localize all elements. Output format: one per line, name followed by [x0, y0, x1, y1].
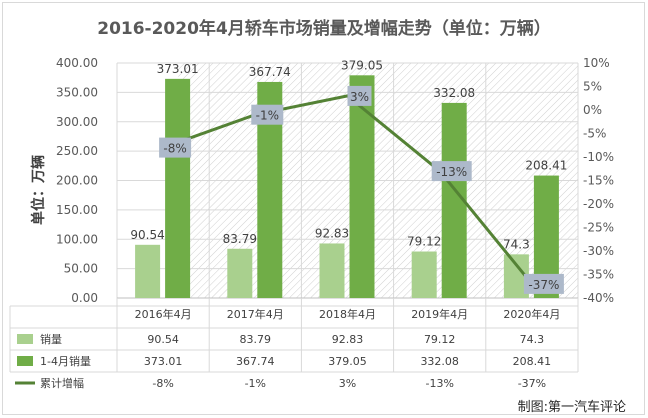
table-cell: 332.08	[420, 355, 459, 368]
y-tick-label: 300.00	[56, 115, 98, 129]
table-cell: 373.01	[144, 355, 183, 368]
table-cell: 79.12	[424, 333, 456, 346]
x-tick-label: 2019年4月	[411, 307, 468, 321]
credit-text: 制图:第一汽车评论	[517, 400, 626, 415]
bar-label-cumulative: 332.08	[433, 86, 475, 100]
growth-label-box	[523, 273, 564, 294]
table-cell: 367.74	[236, 355, 275, 368]
y-tick-label: 250.00	[56, 144, 98, 158]
growth-label-box	[159, 137, 192, 158]
table-row-label: 累计增幅	[40, 376, 84, 390]
growth-label-box	[251, 104, 284, 125]
table-cell: 90.54	[147, 333, 179, 346]
bar-label-cumulative: 373.01	[157, 62, 199, 76]
bar-cumulative-sales	[349, 75, 375, 298]
y-tick-label: 400.00	[56, 56, 98, 70]
x-tick-label: 2016年4月	[135, 307, 192, 321]
y2-tick-label: -30%	[583, 244, 614, 258]
y2-tick-label: -10%	[583, 150, 614, 164]
bar-label-monthly: 79.12	[407, 235, 441, 249]
chart-title: 2016-2020年4月轿车市场销量及增幅走势（单位：万辆）	[97, 19, 551, 39]
bar-monthly-sales	[227, 248, 253, 298]
bar-label-cumulative: 367.74	[249, 65, 291, 79]
bar-cumulative-sales	[165, 78, 191, 298]
y2-tick-label: -40%	[583, 291, 614, 305]
bar-monthly-sales	[411, 251, 437, 298]
growth-label: 3%	[350, 90, 369, 104]
y2-tick-label: -25%	[583, 221, 614, 235]
growth-label: -1%	[256, 109, 279, 123]
y-tick-label: 200.00	[56, 174, 98, 188]
y2-tick-label: 5%	[583, 80, 602, 94]
table-cell: -37%	[518, 377, 546, 390]
y2-tick-label: -15%	[583, 174, 614, 188]
table-cell: -13%	[425, 377, 453, 390]
legend-swatch	[17, 334, 33, 344]
table-cell: 3%	[339, 377, 356, 390]
bar-label-monthly: 90.54	[130, 228, 164, 242]
bar-label-cumulative: 379.05	[341, 58, 383, 72]
bar-label-cumulative: 208.41	[525, 159, 567, 173]
table-cell: 74.3	[520, 333, 545, 346]
y-tick-label: 50.00	[64, 262, 98, 276]
growth-label-box	[347, 85, 372, 106]
table-cell: -8%	[152, 377, 173, 390]
table-row-label: 1-4月销量	[40, 354, 91, 368]
bar-label-monthly: 83.79	[223, 232, 257, 246]
x-tick-label: 2018年4月	[319, 307, 376, 321]
y-tick-label: 350.00	[56, 85, 98, 99]
table-cell: 208.41	[513, 355, 552, 368]
x-tick-label: 2020年4月	[503, 307, 560, 321]
bar-label-monthly: 92.83	[315, 226, 349, 240]
growth-label: -13%	[436, 165, 467, 179]
x-tick-label: 2017年4月	[227, 307, 284, 321]
bar-label-monthly: 74.3	[503, 237, 530, 251]
table-cell: -1%	[245, 377, 266, 390]
growth-label-box	[431, 161, 472, 182]
y2-tick-label: 0%	[583, 103, 602, 117]
y2-tick-label: 10%	[583, 56, 610, 70]
bar-monthly-sales	[319, 243, 345, 298]
table-cell: 92.83	[332, 333, 364, 346]
y2-tick-label: -35%	[583, 268, 614, 282]
y-tick-label: 100.00	[56, 232, 98, 246]
y-tick-label: 150.00	[56, 203, 98, 217]
table-row-label: 销量	[40, 332, 62, 346]
table-cell: 379.05	[328, 355, 367, 368]
bar-monthly-sales	[135, 244, 161, 298]
growth-label: -8%	[163, 142, 186, 156]
table-cell: 83.79	[240, 333, 272, 346]
growth-label: -37%	[528, 278, 559, 292]
legend-swatch	[17, 356, 33, 366]
y2-tick-label: -20%	[583, 197, 614, 211]
y2-tick-label: -5%	[583, 127, 606, 141]
y-tick-label: 0.00	[71, 291, 98, 305]
